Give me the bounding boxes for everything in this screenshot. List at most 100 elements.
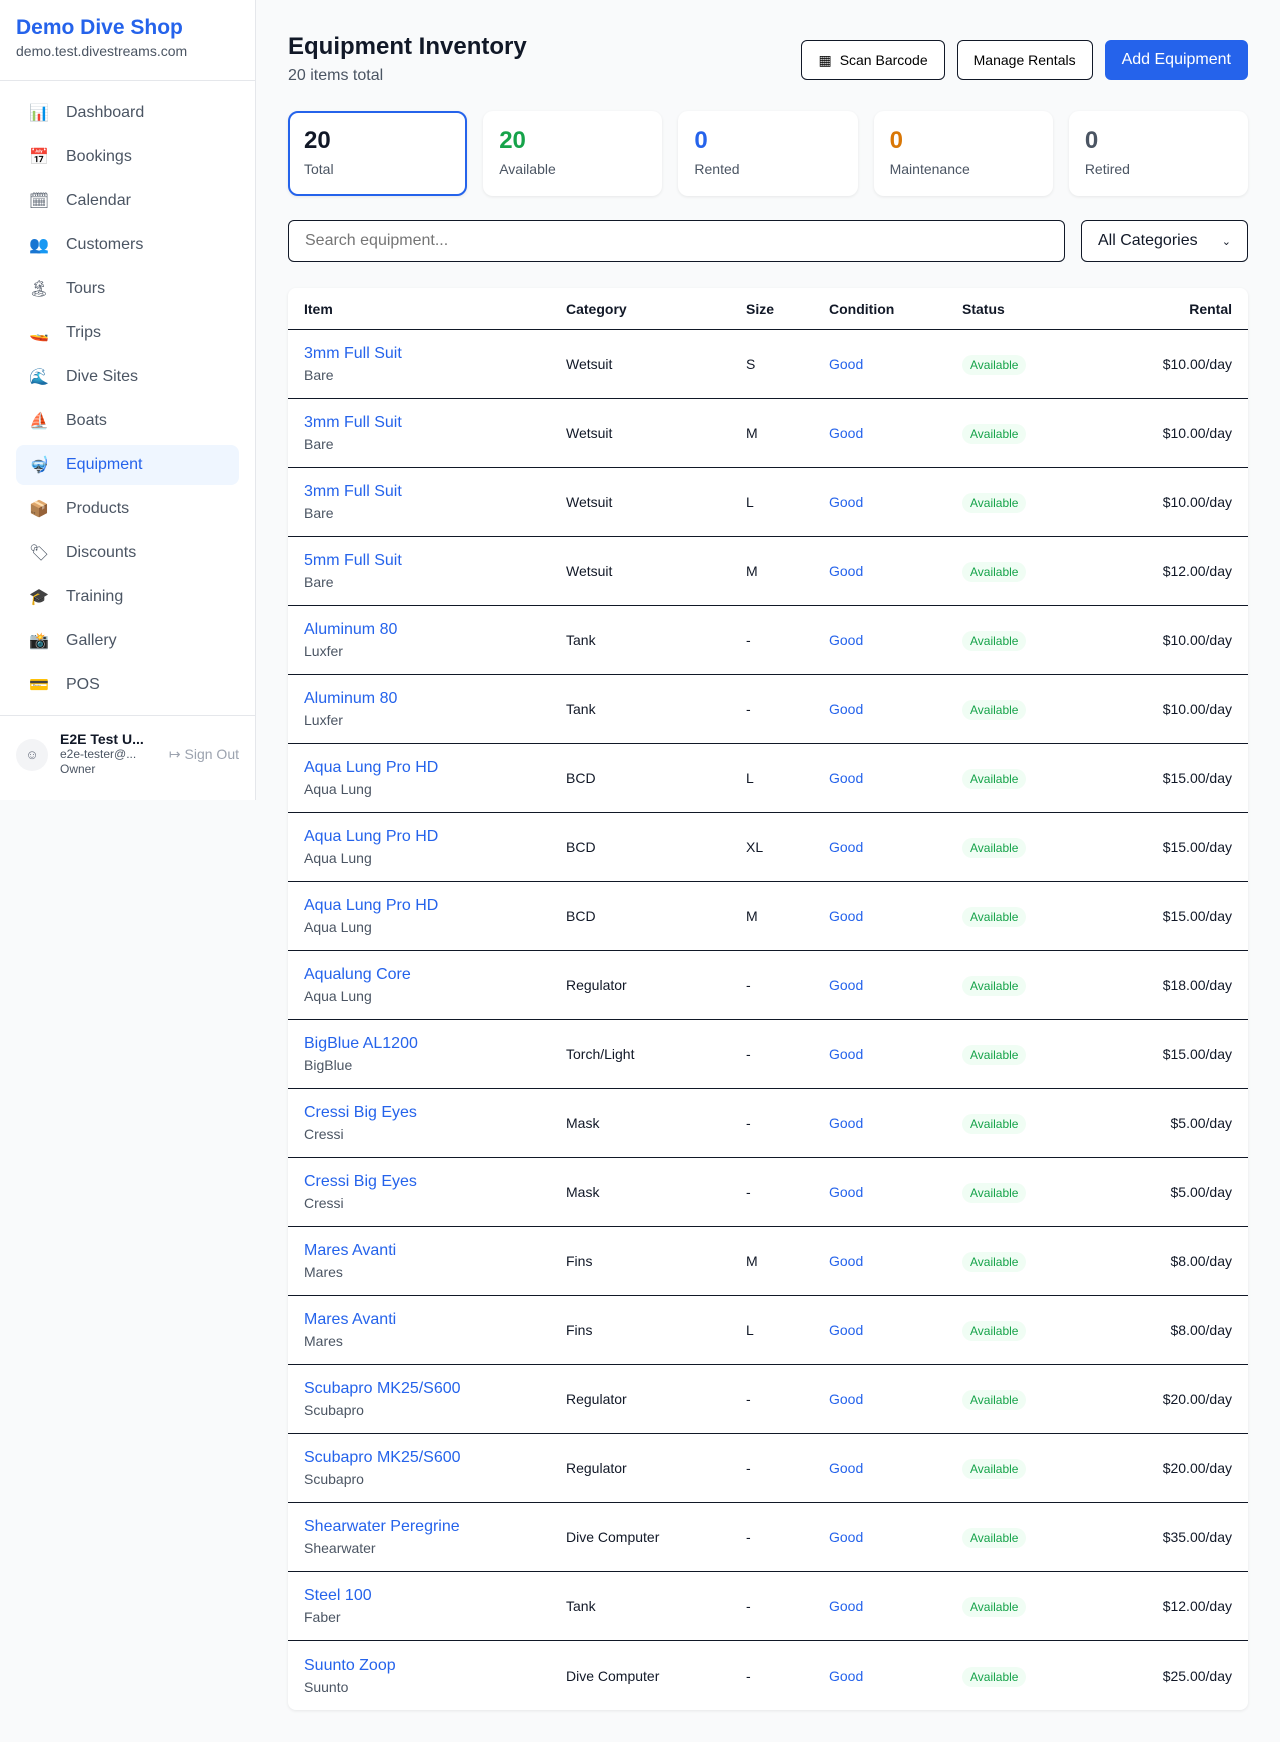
table-row: Aluminum 80 Luxfer Tank - Good Available … <box>288 675 1248 744</box>
size-cell: S <box>746 356 756 372</box>
item-brand: Cressi <box>304 1195 344 1211</box>
sidebar-item-training[interactable]: 🎓 Training <box>16 577 239 617</box>
table-row: Cressi Big Eyes Cressi Mask - Good Availa… <box>288 1158 1248 1227</box>
shop-url: demo.test.divestreams.com <box>16 43 188 59</box>
item-name-link[interactable]: Cressi Big Eyes <box>304 1173 417 1190</box>
item-name-link[interactable]: Mares Avanti <box>304 1311 397 1328</box>
sidebar-item-bookings[interactable]: 📅 Bookings <box>16 137 239 177</box>
size-cell: M <box>746 908 758 924</box>
trips-icon: 🚤 <box>29 325 49 342</box>
category-cell: Wetsuit <box>566 356 613 372</box>
status-badge: Available <box>962 700 1027 720</box>
user-role: Owner <box>60 762 96 776</box>
shop-name[interactable]: Demo Dive Shop <box>16 16 183 39</box>
rental-price-cell: $8.00/day <box>1170 1322 1233 1338</box>
stat-card-total[interactable]: 20 Total <box>288 111 468 196</box>
table-row: Aqualung Core Aqua Lung Regulator - Good … <box>288 951 1248 1020</box>
discounts-icon: 🏷 <box>28 545 50 562</box>
size-cell: - <box>746 977 751 993</box>
item-brand: Luxfer <box>304 643 343 659</box>
item-name-link[interactable]: 5mm Full Suit <box>304 552 402 569</box>
condition-cell: Good <box>829 770 864 786</box>
stat-card-retired[interactable]: 0 Retired <box>1068 111 1249 196</box>
dashboard-icon: 📊 <box>29 105 49 122</box>
size-cell: - <box>746 1529 751 1545</box>
item-name-link[interactable]: Cressi Big Eyes <box>304 1104 417 1121</box>
column-header-size: Size <box>746 300 775 317</box>
rental-price-cell: $18.00/day <box>1162 977 1232 993</box>
sidebar-item-customers[interactable]: 👥 Customers <box>16 225 239 265</box>
item-name-link[interactable]: Aqua Lung Pro HD <box>304 897 439 914</box>
pos-icon: 💳 <box>29 677 49 694</box>
qr-code-icon: ▦ <box>818 51 832 68</box>
item-brand: Aqua Lung <box>304 850 372 866</box>
condition-cell: Good <box>829 839 864 855</box>
status-badge: Available <box>962 1528 1027 1548</box>
sidebar-item-dive-sites[interactable]: 🌊 Dive Sites <box>16 357 239 397</box>
category-cell: Regulator <box>566 1391 627 1407</box>
condition-cell: Good <box>829 563 864 579</box>
item-name-link[interactable]: Aqualung Core <box>304 966 411 983</box>
item-name-link[interactable]: 3mm Full Suit <box>304 483 402 500</box>
chevron-down-icon: ⌄ <box>1221 235 1231 248</box>
item-name-link[interactable]: Aluminum 80 <box>304 621 398 638</box>
item-name-link[interactable]: 3mm Full Suit <box>304 345 402 362</box>
sidebar-item-pos[interactable]: 💳 POS <box>16 665 239 705</box>
size-cell: - <box>746 1046 751 1062</box>
scan-barcode-button[interactable]: ▦ Scan Barcode <box>801 40 945 80</box>
sidebar-item-label: Customers <box>66 236 144 253</box>
stat-card-available[interactable]: 20 Available <box>483 111 663 196</box>
sidebar-item-tours[interactable]: 🏝 Tours <box>16 269 239 309</box>
sign-out-button[interactable]: ↦ Sign Out <box>169 746 239 763</box>
stat-card-rented[interactable]: 0 Rented <box>678 111 858 196</box>
item-name-link[interactable]: Aqua Lung Pro HD <box>304 828 439 845</box>
column-header-status: Status <box>962 300 1005 317</box>
status-badge: Available <box>962 907 1027 927</box>
column-header-rental: Rental <box>1189 300 1232 317</box>
item-name-link[interactable]: Scubapro MK25/S600 <box>304 1380 461 1397</box>
item-name-link[interactable]: 3mm Full Suit <box>304 414 402 431</box>
sidebar-item-dashboard[interactable]: 📊 Dashboard <box>16 93 239 133</box>
condition-cell: Good <box>829 425 864 441</box>
item-name-link[interactable]: Mares Avanti <box>304 1242 397 1259</box>
rental-price-cell: $10.00/day <box>1162 632 1232 648</box>
user-icon: ☺ <box>16 738 48 771</box>
condition-cell: Good <box>829 1529 864 1545</box>
item-name-link[interactable]: BigBlue AL1200 <box>304 1035 418 1052</box>
bookings-icon: 📅 <box>29 149 49 166</box>
rental-price-cell: $15.00/day <box>1162 1046 1232 1062</box>
sidebar-item-calendar[interactable]: 🗓 Calendar <box>16 181 239 221</box>
status-badge: Available <box>962 562 1027 582</box>
status-badge: Available <box>962 424 1027 444</box>
rental-price-cell: $35.00/day <box>1162 1529 1232 1545</box>
manage-rentals-button[interactable]: Manage Rentals <box>956 40 1093 80</box>
item-name-link[interactable]: Suunto Zoop <box>304 1656 396 1674</box>
category-select[interactable]: All Categories ⌄ <box>1081 220 1248 262</box>
category-cell: Tank <box>566 701 596 717</box>
category-cell: Torch/Light <box>566 1046 635 1062</box>
item-name-link[interactable]: Steel 100 <box>304 1587 372 1604</box>
category-value: All Categories <box>1098 232 1198 249</box>
stat-card-maintenance[interactable]: 0 Maintenance <box>873 111 1053 196</box>
sidebar-item-discounts[interactable]: 🏷 Discounts <box>16 533 239 573</box>
item-name-link[interactable]: Aqua Lung Pro HD <box>304 759 439 776</box>
add-equipment-button[interactable]: Add Equipment <box>1104 40 1248 80</box>
search-input[interactable] <box>288 220 1065 262</box>
item-brand: Aqua Lung <box>304 988 372 1004</box>
sidebar-item-products[interactable]: 📦 Products <box>16 489 239 529</box>
item-brand: Luxfer <box>304 712 343 728</box>
table-row: Mares Avanti Mares Fins L Good Available … <box>288 1296 1248 1365</box>
sidebar-item-equipment[interactable]: 🤿 Equipment <box>16 445 239 485</box>
sidebar-item-trips[interactable]: 🚤 Trips <box>16 313 239 353</box>
item-name-link[interactable]: Shearwater Peregrine <box>304 1518 460 1535</box>
sidebar-item-label: Calendar <box>66 192 131 209</box>
sidebar-item-gallery[interactable]: 📸 Gallery <box>16 621 239 661</box>
item-name-link[interactable]: Scubapro MK25/S600 <box>304 1449 461 1466</box>
rental-price-cell: $15.00/day <box>1162 908 1232 924</box>
condition-cell: Good <box>829 632 864 648</box>
item-brand: BigBlue <box>304 1057 353 1073</box>
item-name-link[interactable]: Aluminum 80 <box>304 690 398 707</box>
size-cell: M <box>746 1253 758 1269</box>
sidebar-item-label: Boats <box>66 412 107 429</box>
sidebar-item-boats[interactable]: ⛵ Boats <box>16 401 239 441</box>
